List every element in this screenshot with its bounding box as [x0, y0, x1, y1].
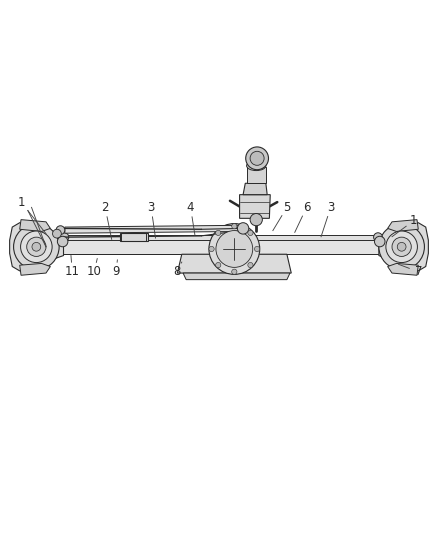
Ellipse shape — [247, 161, 266, 171]
Circle shape — [215, 230, 221, 236]
Circle shape — [250, 151, 264, 165]
Polygon shape — [120, 233, 148, 241]
Circle shape — [56, 226, 65, 235]
Circle shape — [374, 236, 385, 247]
Circle shape — [53, 229, 61, 238]
Polygon shape — [61, 235, 381, 240]
Circle shape — [209, 223, 260, 274]
Circle shape — [57, 236, 68, 247]
Circle shape — [246, 147, 268, 169]
Circle shape — [60, 233, 69, 241]
Circle shape — [32, 243, 41, 251]
Circle shape — [21, 231, 52, 263]
Text: 6: 6 — [303, 201, 311, 214]
Circle shape — [232, 269, 237, 274]
Circle shape — [237, 223, 249, 234]
Polygon shape — [379, 223, 428, 271]
Polygon shape — [388, 263, 418, 275]
Text: 8: 8 — [174, 265, 181, 278]
Circle shape — [232, 223, 237, 229]
Polygon shape — [20, 263, 50, 275]
Text: 1: 1 — [18, 197, 26, 209]
Polygon shape — [247, 167, 266, 183]
Polygon shape — [177, 254, 291, 273]
Text: 5: 5 — [283, 201, 290, 214]
Text: 3: 3 — [327, 201, 334, 214]
Text: 1: 1 — [410, 214, 418, 227]
Circle shape — [27, 237, 46, 256]
Text: 7: 7 — [414, 265, 422, 278]
Text: 2: 2 — [101, 201, 109, 214]
Circle shape — [248, 230, 253, 236]
Circle shape — [254, 246, 260, 252]
Polygon shape — [10, 223, 64, 271]
Polygon shape — [243, 183, 267, 195]
Text: 11: 11 — [65, 265, 80, 278]
Circle shape — [14, 224, 59, 270]
Text: 9: 9 — [112, 265, 120, 278]
Circle shape — [386, 231, 417, 263]
Circle shape — [209, 246, 214, 252]
Polygon shape — [65, 225, 239, 233]
Text: 4: 4 — [187, 201, 194, 214]
Circle shape — [216, 231, 253, 268]
Circle shape — [379, 224, 424, 270]
Circle shape — [392, 237, 411, 256]
Polygon shape — [388, 220, 418, 231]
Text: 3: 3 — [148, 201, 155, 214]
Polygon shape — [59, 239, 383, 254]
Circle shape — [374, 233, 382, 241]
Circle shape — [248, 262, 253, 268]
Circle shape — [250, 214, 262, 226]
Circle shape — [215, 262, 221, 268]
Polygon shape — [183, 273, 290, 280]
Text: 10: 10 — [87, 265, 102, 278]
Circle shape — [397, 243, 406, 251]
Polygon shape — [240, 195, 270, 219]
Polygon shape — [20, 220, 50, 231]
